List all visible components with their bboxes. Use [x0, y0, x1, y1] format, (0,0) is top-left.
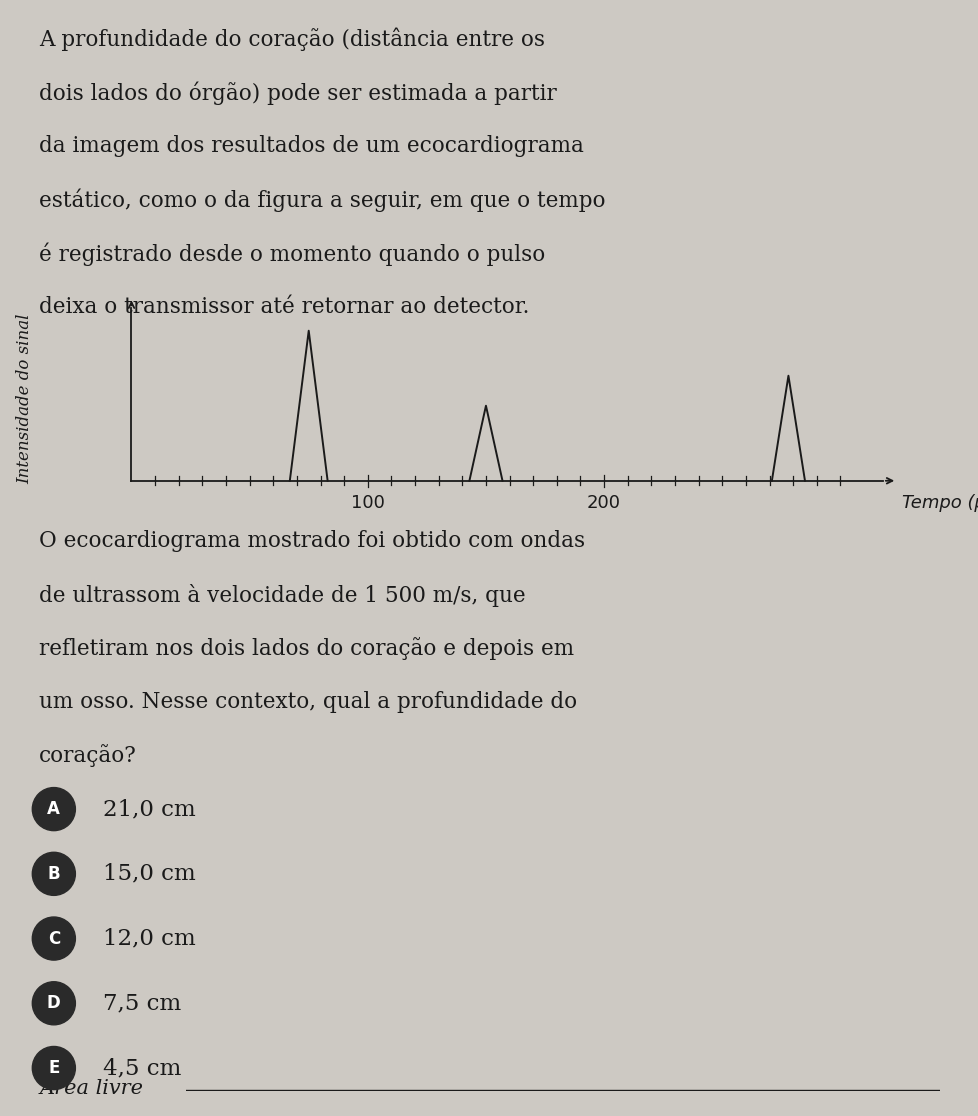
Text: A profundidade do coração (distância entre os: A profundidade do coração (distância ent… — [39, 28, 545, 51]
Text: B: B — [48, 865, 60, 883]
Text: 100: 100 — [350, 494, 384, 512]
Text: E: E — [48, 1059, 60, 1077]
Text: C: C — [48, 930, 60, 947]
Text: A: A — [47, 800, 61, 818]
Text: Intensidade do sinal: Intensidade do sinal — [16, 314, 33, 484]
Text: é registrado desde o momento quando o pulso: é registrado desde o momento quando o pu… — [39, 242, 545, 266]
Text: 4,5 cm: 4,5 cm — [103, 1057, 181, 1079]
Text: Tempo (µs): Tempo (µs) — [901, 494, 978, 512]
Text: Área livre: Área livre — [39, 1078, 143, 1098]
Text: 15,0 cm: 15,0 cm — [103, 863, 196, 885]
Text: dois lados do órgão) pode ser estimada a partir: dois lados do órgão) pode ser estimada a… — [39, 81, 556, 105]
Text: um osso. Nesse contexto, qual a profundidade do: um osso. Nesse contexto, qual a profundi… — [39, 691, 577, 713]
Text: refletiram nos dois lados do coração e depois em: refletiram nos dois lados do coração e d… — [39, 637, 574, 661]
Text: de ultrassom à velocidade de 1 500 m/s, que: de ultrassom à velocidade de 1 500 m/s, … — [39, 584, 525, 607]
Text: 12,0 cm: 12,0 cm — [103, 927, 196, 950]
Text: estático, como o da figura a seguir, em que o tempo: estático, como o da figura a seguir, em … — [39, 189, 605, 212]
Text: 200: 200 — [587, 494, 620, 512]
Text: D: D — [47, 994, 61, 1012]
Text: O ecocardiograma mostrado foi obtido com ondas: O ecocardiograma mostrado foi obtido com… — [39, 530, 585, 552]
Text: 21,0 cm: 21,0 cm — [103, 798, 196, 820]
Text: coração?: coração? — [39, 744, 137, 768]
Text: deixa o transmissor até retornar ao detector.: deixa o transmissor até retornar ao dete… — [39, 296, 529, 318]
Text: da imagem dos resultados de um ecocardiograma: da imagem dos resultados de um ecocardio… — [39, 135, 584, 157]
Text: 7,5 cm: 7,5 cm — [103, 992, 181, 1014]
